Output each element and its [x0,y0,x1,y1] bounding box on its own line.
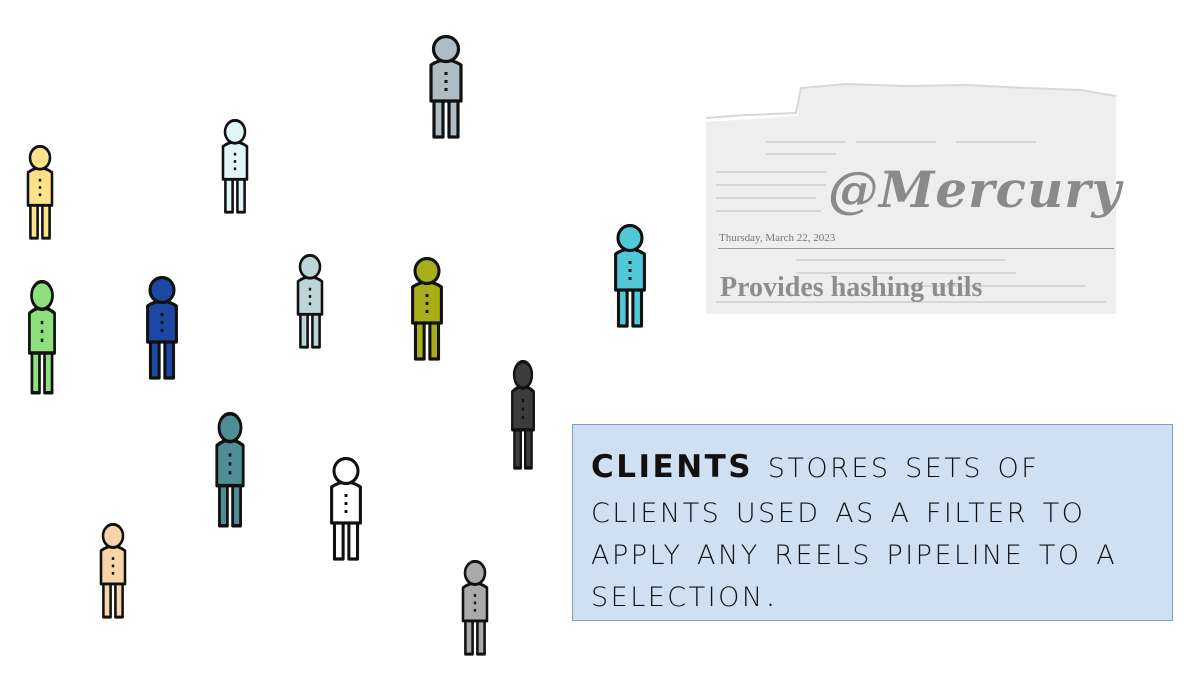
caption-box: clients stores sets of clients used as a… [572,424,1173,621]
person-icon [505,360,541,470]
newspaper-clipping: @Mercury Thursday, March 22, 2023 Provid… [706,82,1122,316]
person-icon [322,457,370,561]
newspaper-date: Thursday, March 22, 2023 [719,232,836,244]
person-icon [420,35,472,139]
newspaper-headline: Provides hashing utils [720,272,983,303]
person-icon [21,280,63,395]
newspaper-title: @Mercury [828,160,1122,219]
person-icon [455,560,495,656]
person-icon [606,224,654,328]
person-icon [403,257,451,361]
caption-text: stores sets of clients used as a filter … [591,442,1118,615]
person-icon [208,412,252,528]
person-icon [290,254,330,349]
person-icon [138,276,186,380]
person-icon [215,119,255,214]
newspaper-rule [718,248,1114,249]
person-icon [93,523,133,619]
caption-lead: clients [591,449,754,485]
person-icon [20,145,60,240]
